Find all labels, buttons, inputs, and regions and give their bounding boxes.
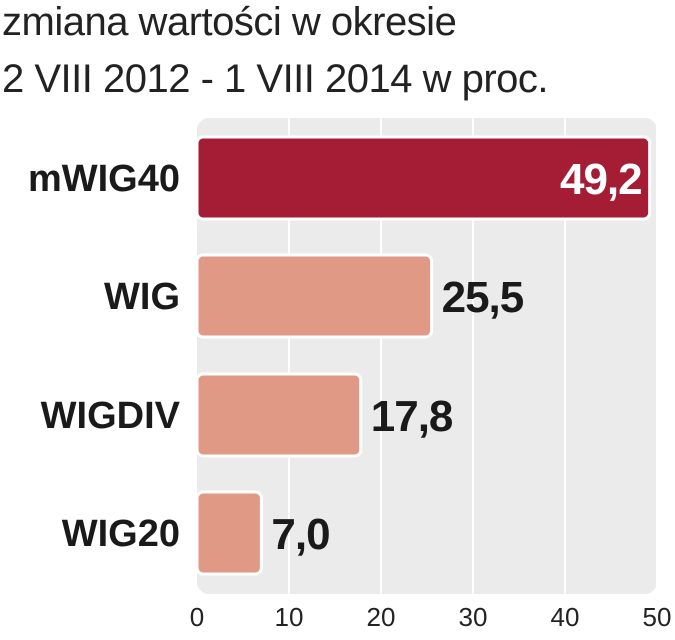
x-tick-label-0: 0 <box>190 602 204 632</box>
x-tick-label-10: 10 <box>275 602 304 632</box>
category-label-wig: WIG <box>104 276 180 318</box>
chart-title: zmiana wartości w okresie <box>2 0 457 44</box>
bar-mwig40 <box>195 135 652 221</box>
category-label-mwig40: mWIG40 <box>28 158 180 200</box>
value-label-wig: 25,5 <box>442 273 524 322</box>
plot-area <box>197 118 657 594</box>
category-label-wigdiv: WIGDIV <box>41 395 181 437</box>
x-tick-label-20: 20 <box>367 602 396 632</box>
bar-wig <box>195 253 434 339</box>
value-label-wig20: 7,0 <box>271 510 329 559</box>
chart-subtitle: 2 VIII 2012 - 1 VIII 2014 w proc. <box>2 57 549 101</box>
value-label-wigdiv: 17,8 <box>371 392 453 441</box>
x-tick-label-40: 40 <box>551 602 580 632</box>
x-tick-label-30: 30 <box>459 602 488 632</box>
category-label-wig20: WIG20 <box>62 513 180 555</box>
bar-wig20 <box>195 490 263 576</box>
x-tick-label-50: 50 <box>643 602 672 632</box>
bar-wigdiv <box>195 372 363 458</box>
value-label-mwig40: 49,2 <box>560 155 642 204</box>
